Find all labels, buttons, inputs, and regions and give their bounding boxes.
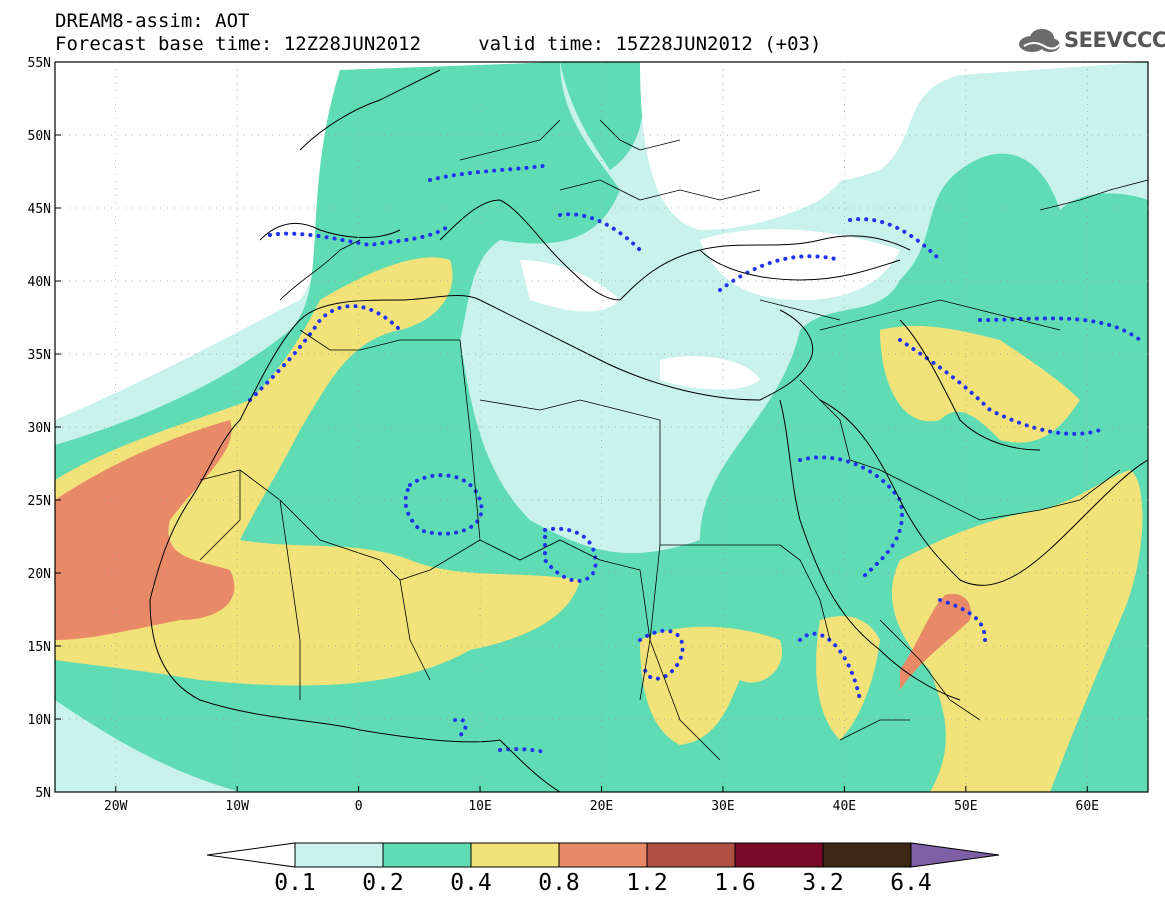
coastlines — [149, 69, 1148, 792]
colorbar-swatch — [470, 842, 560, 868]
y-tick-label: 20N — [28, 567, 51, 582]
colorbar-swatch — [382, 842, 472, 868]
cloud-logo-icon — [1019, 29, 1061, 52]
y-tick-label: 55N — [28, 56, 51, 71]
aot-region-0.4-0.8-yemen — [891, 470, 1143, 792]
colorbar-label: 1.2 — [626, 870, 668, 896]
colorbar-label: 0.8 — [538, 870, 580, 896]
aot-region-0.8-1.2-west — [55, 420, 235, 640]
aot-region-0.2-0.4-north — [560, 62, 644, 170]
map-title: DREAM8-assim: AOT — [55, 10, 250, 32]
x-tick-label: 10E — [468, 799, 491, 814]
x-tick-label: 40E — [833, 799, 856, 814]
colorbar — [206, 842, 1000, 868]
y-tick-label: 35N — [28, 348, 51, 363]
colorbar-label: 1.6 — [714, 870, 756, 896]
y-tick-label: 15N — [28, 640, 51, 655]
y-tick-label: 25N — [28, 494, 51, 509]
aot-region-0.2-0.4-black-sea — [980, 156, 1045, 227]
colorbar-over-arrow — [910, 842, 1000, 868]
aot-region-below-0.1-med — [520, 260, 620, 312]
colorbar-swatch — [822, 842, 912, 868]
y-tick-label: 40N — [28, 275, 51, 290]
colorbar-under-arrow — [206, 842, 296, 868]
logo-text: SEEVCCC — [1064, 28, 1165, 52]
x-tick-label: 20E — [590, 799, 613, 814]
colorbar-label: 6.4 — [890, 870, 932, 896]
aot-region-0.4-0.8-horn — [816, 616, 880, 740]
colorbar-label: 0.2 — [362, 870, 404, 896]
x-tick-label: 0 — [355, 799, 363, 814]
x-tick-label: 20W — [104, 799, 128, 814]
x-tick-label: 50E — [954, 799, 977, 814]
colorbar-swatch — [646, 842, 736, 868]
x-tick-label: 30E — [711, 799, 734, 814]
colorbar-swatch — [734, 842, 824, 868]
y-tick-label: 10N — [28, 713, 51, 728]
y-axis: 5N 10N 15N 20N 25N 30N 35N 40N 45N 50N 55N — [28, 56, 61, 801]
seevccc-logo: SEEVCCC — [1016, 26, 1165, 56]
aot-region-0.8-1.2-yemen-b — [925, 596, 966, 645]
country-borders — [199, 119, 1148, 761]
y-tick-label: 45N — [28, 202, 51, 217]
x-tick-label: 60E — [1076, 799, 1099, 814]
aot-region-below-0.1-crete — [660, 356, 760, 390]
x-tick-label: 10W — [225, 799, 249, 814]
colorbar-label: 3.2 — [802, 870, 844, 896]
forecast-time-line: Forecast base time: 12Z28JUN2012 valid t… — [55, 33, 822, 55]
y-tick-label: 30N — [28, 421, 51, 436]
colorbar-label: 0.4 — [450, 870, 492, 896]
colorbar-label: 0.1 — [274, 870, 316, 896]
y-tick-label: 50N — [28, 129, 51, 144]
aot-region-0.4-0.8-arabia — [880, 325, 1080, 443]
y-tick-label: 5N — [35, 786, 51, 801]
colorbar-swatch — [558, 842, 648, 868]
colorbar-swatch — [294, 842, 384, 868]
graticule — [55, 62, 1148, 792]
aot-region-0.4-0.8-sahel — [640, 626, 782, 745]
aot-region-below-0.1-balkans — [640, 62, 900, 230]
aot-region-below-0.1-black-sea — [700, 229, 900, 300]
x-axis: 20W 10W 0 10E 20E 30E 40E 50E 60E — [104, 786, 1099, 814]
